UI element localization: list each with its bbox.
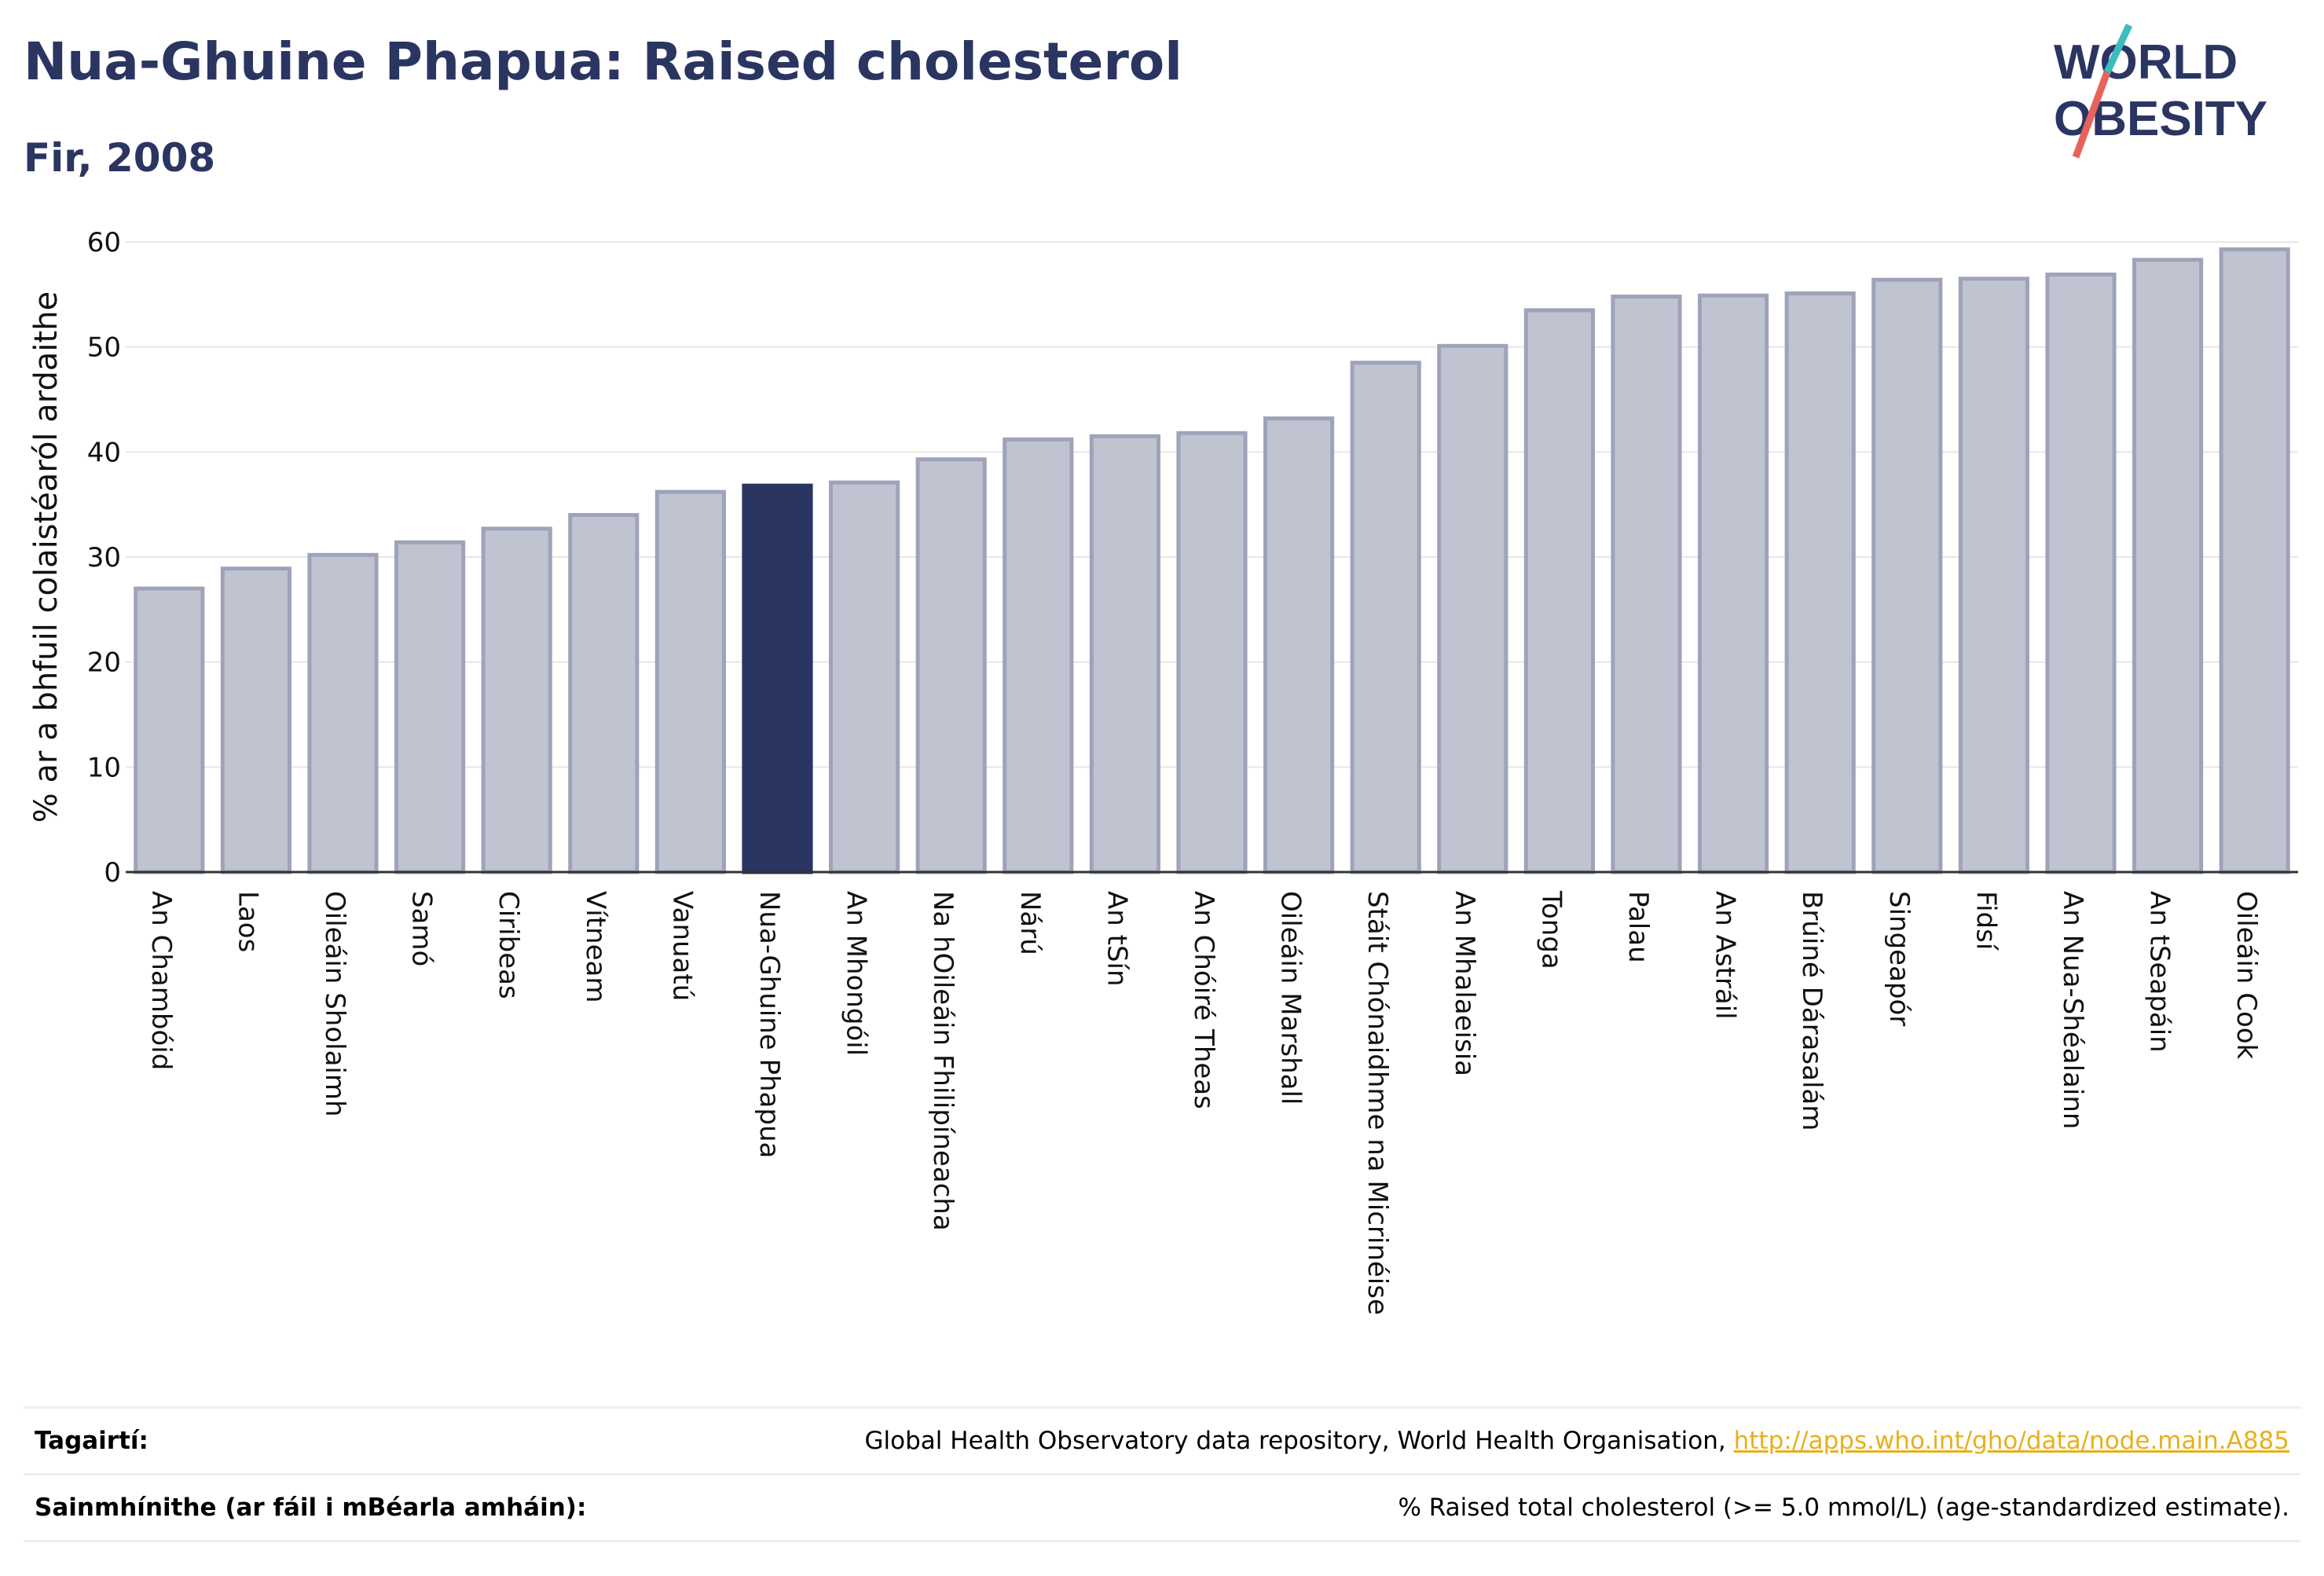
logo-slash-teal — [2103, 24, 2133, 74]
y-axis-ticks: 0 10 20 30 40 50 60 — [87, 227, 121, 889]
x-tick-label: An Mhalaeisia — [1449, 891, 1480, 1076]
x-tick-label: Vanuatú — [666, 891, 698, 1001]
x-tick-label: Palau — [1622, 891, 1654, 963]
x-tick-label: An Mhongóil — [841, 891, 872, 1056]
logo-slash-red — [2072, 71, 2111, 159]
x-tick-label: Oileáin Marshall — [1275, 891, 1307, 1105]
x-tick-label: Brúiné Dárasalám — [1796, 891, 1827, 1131]
definitions-row: Sainmhínithe (ar fáil i mBéarla amháin):… — [24, 1473, 2300, 1542]
references-text: Global Health Observatory data repositor… — [864, 1427, 1734, 1455]
page-title: Nua-Ghuine Phapua: Raised cholesterol — [24, 31, 1182, 92]
bar — [1176, 431, 1248, 874]
x-tick-label: Oileáin Cook — [2231, 891, 2262, 1060]
bar — [1784, 291, 1856, 874]
bar-chart: 0 10 20 30 40 50 60 An Chambóid Laos Oileáin Sho… — [28, 227, 2298, 1315]
bar — [1611, 295, 1682, 874]
bar — [1003, 437, 1074, 874]
x-tick-label: An Astráil — [1710, 891, 1741, 1020]
bar — [134, 586, 205, 874]
world-obesity-logo: WORLD OBESITY — [2054, 24, 2267, 159]
bar — [1871, 277, 1943, 874]
bar — [1089, 434, 1160, 874]
bar — [1263, 416, 1335, 874]
x-tick-label: Na hOileáin Fhilipíneacha — [927, 891, 959, 1231]
y-tick-label: 10 — [87, 752, 121, 783]
bar — [1437, 343, 1508, 874]
references-link[interactable]: http://apps.who.int/gho/data/node.main.A… — [1733, 1427, 2289, 1455]
x-tick-label: Singeapór — [1883, 891, 1915, 1026]
bar — [1698, 293, 1769, 874]
y-tick-label: 30 — [87, 542, 121, 574]
page-subtitle: Fir, 2008 — [24, 135, 216, 181]
references-row: Tagairtí: Global Health Observatory data… — [24, 1406, 2300, 1473]
bar — [1958, 277, 2029, 874]
bar — [568, 513, 640, 874]
x-tick-label: Nua-Ghuine Phapua — [753, 891, 785, 1158]
x-tick-label: Samó — [406, 891, 438, 966]
x-tick-label: Oileáin Sholaimh — [319, 891, 350, 1117]
x-tick-label: Vítneam — [580, 891, 611, 1002]
y-tick-label: 50 — [87, 332, 121, 364]
x-tick-label: An Chambóid — [145, 891, 177, 1070]
y-tick-label: 40 — [87, 437, 121, 468]
references-value: Global Health Observatory data repositor… — [865, 1427, 2300, 1455]
bar — [654, 489, 726, 874]
bar — [481, 526, 552, 874]
x-tick-label: Ciribeas — [493, 891, 524, 999]
x-tick-label: Nárú — [1014, 891, 1046, 955]
x-tick-label: An tSín — [1101, 891, 1132, 987]
footer: Tagairtí: Global Health Observatory data… — [24, 1406, 2300, 1542]
logo-line1: WORLD — [2054, 35, 2238, 90]
bar — [1350, 361, 1421, 874]
y-tick-label: 20 — [87, 647, 121, 679]
x-tick-label: Tonga — [1535, 890, 1567, 969]
bar — [829, 480, 900, 874]
x-tick-label: Fidsí — [1970, 891, 2001, 951]
x-tick-label: Laos — [232, 891, 263, 952]
y-axis-title: % ar a bhfuil colaistéaról ardaithe — [28, 291, 64, 823]
bars — [134, 247, 2290, 874]
bar-highlighted — [742, 483, 813, 874]
references-label: Tagairtí: — [35, 1427, 148, 1455]
x-axis-ticks: An Chambóid Laos Oileáin Sholaimh Samó Cirib… — [145, 890, 2262, 1315]
x-tick-label: An Nua-Shéalainn — [2057, 891, 2088, 1129]
bar — [220, 566, 291, 874]
x-tick-label: Stáit Chónaidhme na Micrinéise — [1362, 891, 1393, 1315]
bar — [2219, 247, 2290, 874]
bar — [307, 552, 379, 874]
bar — [1523, 308, 1595, 874]
bar — [2132, 258, 2204, 874]
bar — [2045, 272, 2117, 874]
bar — [915, 457, 987, 874]
definitions-label: Sainmhínithe (ar fáil i mBéarla amháin): — [35, 1494, 587, 1522]
x-tick-label: An tSeapáin — [2144, 891, 2176, 1053]
y-tick-label: 0 — [104, 857, 121, 889]
x-tick-label: An Chóiré Theas — [1188, 891, 1219, 1109]
y-tick-label: 60 — [87, 227, 121, 258]
bar — [394, 540, 466, 874]
definitions-text: % Raised total cholesterol (>= 5.0 mmol/… — [1398, 1494, 2289, 1522]
